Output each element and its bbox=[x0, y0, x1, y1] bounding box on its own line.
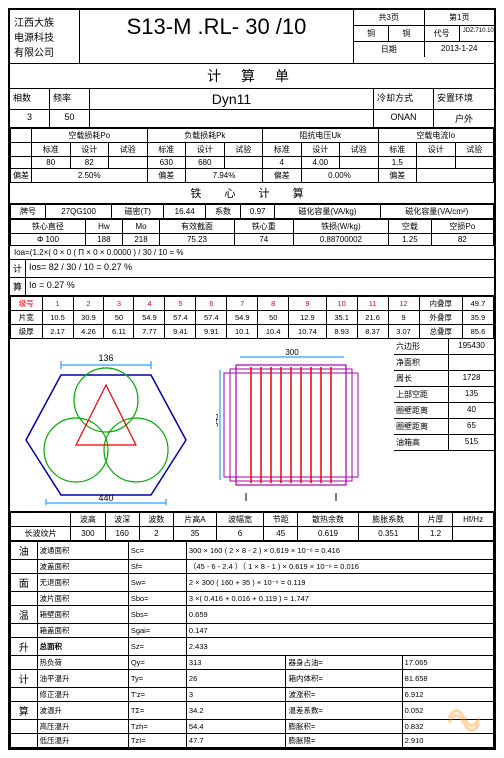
date-r: 2013-1-24 bbox=[425, 42, 495, 57]
svg-text:136: 136 bbox=[98, 353, 113, 363]
cool-label: 冷却方式 bbox=[374, 89, 434, 109]
svg-text:545: 545 bbox=[216, 413, 220, 427]
connection: Dyn11 bbox=[90, 89, 374, 109]
freq-label: 频率 bbox=[50, 89, 90, 109]
phase-value: 3 bbox=[10, 110, 50, 127]
section-iron: 铁 心 计 算 bbox=[10, 183, 494, 204]
env-label: 安置环境 bbox=[434, 89, 494, 109]
subtitle: 计 算 单 bbox=[10, 64, 494, 89]
iron-table: 铁心直径HwMo有效截面铁心重铁损(W/kg)空载空损Po Φ 10018821… bbox=[10, 219, 494, 246]
calc-l: 计 bbox=[10, 260, 26, 277]
freq-value: 50 bbox=[50, 110, 90, 127]
formula3: Io = 0.27 % bbox=[26, 278, 494, 295]
watermark-icon bbox=[444, 698, 484, 738]
model-number: S13-M .RL- 30 /10 bbox=[80, 10, 354, 63]
formula1: Ioa=(1.2×( 0 × 0 ( Π × 0 × 0.0000 ) / 30… bbox=[10, 246, 494, 260]
coil-diagram: 545 300 bbox=[210, 339, 394, 511]
grade-table: 级号123456789101112内叠厚49.7 片宽10.530.95054.… bbox=[10, 296, 494, 339]
loss-table: 空载损耗Po负载损耗Pk阻抗电压Uk空载电流Io 标准设计试验标准设计试验标准设… bbox=[10, 128, 494, 183]
svg-text:300: 300 bbox=[285, 348, 299, 357]
date-l: 日期 bbox=[354, 42, 425, 57]
formula2: Ios= 82 / 30 / 10 = 0.27 % bbox=[26, 260, 494, 277]
cool-value: ONAN bbox=[374, 110, 434, 127]
env-value: 户外 bbox=[434, 110, 494, 127]
calc-r: 算 bbox=[10, 278, 26, 295]
wave-table: 波高波深波数片高A波幅宽节距散热余数膨胀系数片厚Hf/Hz长波纹片3001602… bbox=[10, 512, 494, 541]
batch-l: 铜 bbox=[354, 26, 389, 41]
batch-r: 铜 bbox=[389, 26, 424, 41]
material-table: 牌号27QG100磁密(T)16.44系数0.97磁化容量(VA/kg)磁化容量… bbox=[10, 204, 494, 219]
pages: 共3页 bbox=[354, 10, 425, 25]
hexagon-diagram: 136 440 bbox=[10, 339, 210, 511]
company: 江西大族电源科技有限公司 bbox=[10, 10, 80, 63]
phase-label: 相数 bbox=[10, 89, 50, 109]
code-r: JDZ.710.1070.JSD bbox=[460, 26, 494, 41]
page-no: 第1页 bbox=[425, 10, 495, 25]
svg-text:440: 440 bbox=[98, 493, 113, 503]
properties-list: 六边形195430净面积周长1728上部空距135圈壁距离40圈壁距离65油箱高… bbox=[394, 339, 494, 511]
code-l: 代号 bbox=[425, 26, 460, 41]
calc-table: 油波通面积Sc=300 × 160 ( 2 × 8 - 2 ) × 0.619 … bbox=[10, 541, 494, 748]
